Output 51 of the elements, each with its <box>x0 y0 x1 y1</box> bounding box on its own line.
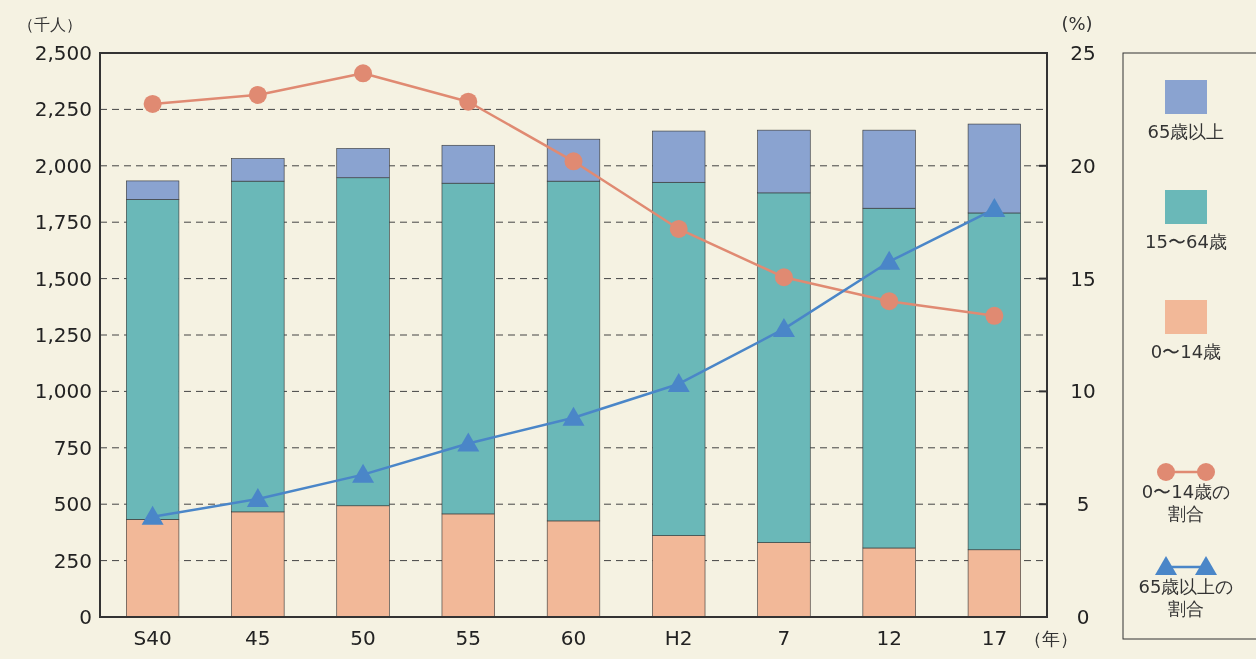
y-tick-label: 750 <box>53 435 92 460</box>
legend-label: 0〜14歳 <box>1150 341 1222 362</box>
legend-label: 65歳以上の割合 <box>1138 576 1234 619</box>
y2-tick-label: 25 <box>1070 41 1096 65</box>
y-tick-label: 1,500 <box>34 266 92 291</box>
x-tick-label: 60 <box>560 626 587 650</box>
y-tick-label: 250 <box>53 548 92 573</box>
point <box>878 250 901 270</box>
y-tick-label: 1,750 <box>34 210 92 235</box>
point <box>772 317 795 337</box>
point <box>141 505 164 525</box>
legend-label: 0〜14歳の割合 <box>1141 481 1231 524</box>
y2-tick-label: 15 <box>1070 266 1096 291</box>
y2-tick-label: 10 <box>1070 379 1096 404</box>
x-tick-label: 7 <box>777 626 791 650</box>
legend-label: 65歳以上 <box>1147 121 1225 142</box>
x-tick-label: H2 <box>664 626 693 650</box>
point <box>985 306 1004 325</box>
y-tick-label: 500 <box>53 492 92 517</box>
x-tick-label: 45 <box>245 626 271 650</box>
point <box>562 406 585 426</box>
point <box>143 94 162 113</box>
point <box>983 198 1006 218</box>
x-axis-title: （年） <box>1024 628 1078 649</box>
point <box>352 463 375 483</box>
y-tick-label: 0 <box>79 605 92 629</box>
y-axis-title: （千人） <box>18 15 82 34</box>
point <box>880 292 899 311</box>
point <box>457 432 480 452</box>
y-tick-label: 2,500 <box>34 41 92 65</box>
point <box>248 85 267 104</box>
y-tick-label: 1,250 <box>34 323 92 347</box>
y2-tick-label: 5 <box>1076 492 1090 517</box>
x-tick-label: 12 <box>876 626 902 650</box>
x-tick-label: S40 <box>133 626 172 650</box>
point <box>354 64 373 83</box>
x-tick-label: 55 <box>455 626 481 650</box>
y-tick-label: 2,000 <box>34 153 92 178</box>
y2-axis-title: (%) <box>1061 13 1093 34</box>
point <box>459 92 478 111</box>
x-tick-label: 17 <box>981 626 1008 650</box>
point <box>774 268 793 287</box>
y-tick-label: 1,000 <box>34 379 92 404</box>
x-tick-label: 50 <box>350 626 376 650</box>
legend-label: 15〜64歳 <box>1145 231 1227 252</box>
y2-tick-label: 0 <box>1076 605 1090 629</box>
point <box>246 488 269 508</box>
point <box>669 219 688 238</box>
y2-tick-label: 20 <box>1070 153 1096 178</box>
y-tick-label: 2,250 <box>34 97 92 122</box>
point <box>667 372 690 392</box>
